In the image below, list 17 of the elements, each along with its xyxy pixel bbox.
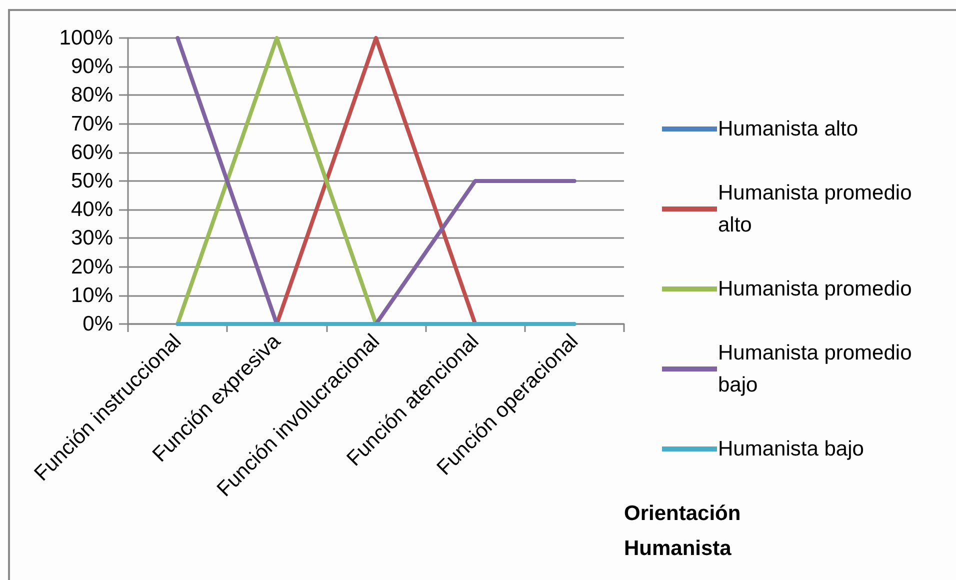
- legend-label: Humanista promedio bajo: [718, 342, 918, 396]
- x-axis-title: Orientación Humanista: [624, 502, 741, 560]
- legend-label: Humanista promedio: [718, 278, 912, 300]
- y-tick-label: 90%: [70, 55, 113, 78]
- legend-label: Humanista promedio alto: [718, 182, 918, 236]
- y-tick-label: 10%: [70, 284, 113, 307]
- legend-label: Humanista alto: [718, 118, 858, 140]
- y-tick-label: 70%: [70, 112, 113, 136]
- y-tick-label: 80%: [70, 84, 113, 107]
- y-tick-label: 40%: [70, 198, 113, 222]
- y-tick-label: 0%: [82, 312, 113, 336]
- y-tick-label: 100%: [59, 26, 113, 50]
- y-tick-label: 20%: [70, 255, 113, 278]
- y-tick-label: 30%: [70, 226, 113, 250]
- legend-label: Humanista bajo: [718, 438, 864, 460]
- y-tick-label: 60%: [70, 140, 113, 164]
- y-tick-label: 50%: [70, 170, 113, 192]
